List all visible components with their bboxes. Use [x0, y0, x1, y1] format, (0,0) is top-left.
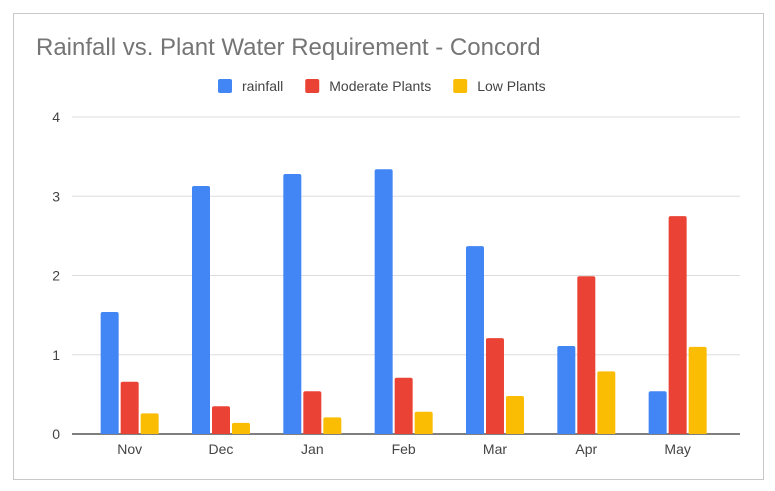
x-tick-label: Feb [392, 441, 416, 457]
legend-swatch [305, 79, 320, 93]
bar-rainfall [283, 174, 302, 434]
x-tick-label: Apr [575, 441, 597, 457]
y-tick-label: 3 [52, 188, 60, 204]
bar-low-plants [688, 346, 707, 434]
bar-low-plants [140, 413, 159, 434]
x-tick-label: May [664, 441, 690, 457]
bar-rainfall [557, 346, 576, 434]
bar-low-plants [597, 371, 616, 434]
legend-label: rainfall [242, 78, 283, 94]
bar-moderate-plants [394, 377, 413, 434]
bar-moderate-plants [303, 391, 322, 434]
bar-low-plants [231, 422, 250, 434]
legend-label: Moderate Plants [329, 78, 431, 94]
bar-rainfall [465, 246, 484, 434]
x-tick-label: Dec [209, 441, 234, 457]
bar-moderate-plants [211, 406, 230, 434]
y-tick-label: 2 [52, 268, 60, 284]
bar-moderate-plants [668, 216, 687, 434]
y-tick-label: 1 [52, 347, 60, 363]
bar-moderate-plants [120, 381, 139, 434]
x-tick-label: Nov [117, 441, 142, 457]
bar-low-plants [323, 417, 342, 434]
bar-low-plants [414, 411, 433, 434]
bar-rainfall [648, 391, 667, 434]
bar-rainfall [374, 169, 393, 434]
y-tick-label: 0 [52, 426, 60, 442]
bar-moderate-plants [577, 276, 596, 434]
chart-title: Rainfall vs. Plant Water Requirement - C… [36, 34, 541, 61]
x-tick-label: Mar [483, 441, 507, 457]
legend-swatch [453, 79, 468, 93]
legend-label: Low Plants [477, 78, 545, 94]
legend-swatch [218, 79, 232, 93]
bar-rainfall [100, 311, 119, 434]
bar-moderate-plants [485, 338, 504, 434]
y-tick-label: 4 [52, 109, 60, 125]
bar-rainfall [191, 185, 210, 434]
bar-low-plants [505, 395, 524, 434]
x-tick-label: Jan [301, 441, 324, 457]
